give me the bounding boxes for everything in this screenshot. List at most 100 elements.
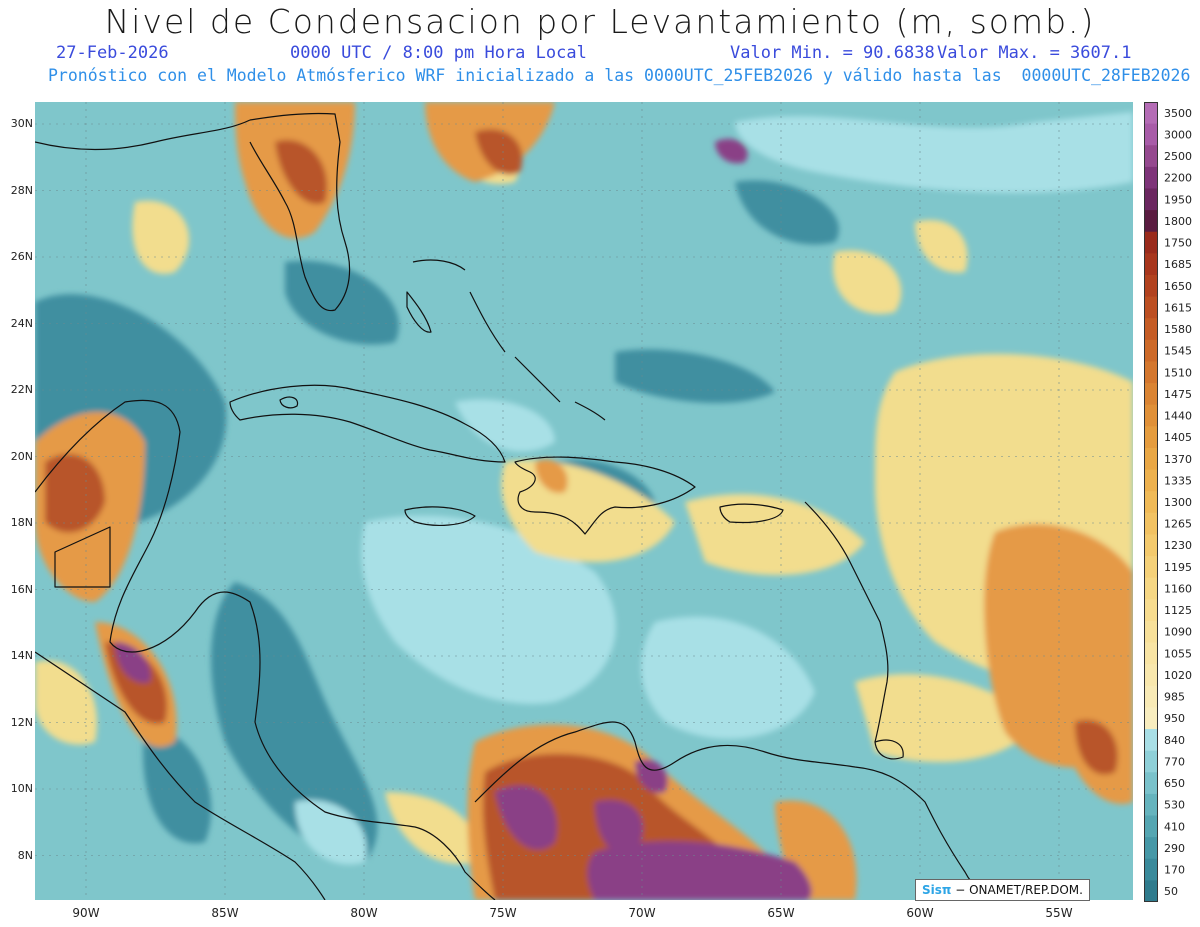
legend-label: 3500: [1164, 107, 1192, 120]
map-panel: [35, 102, 1133, 900]
legend-swatch: [1144, 512, 1158, 535]
legend-swatch: [1144, 404, 1158, 427]
light-cyan-zone: [735, 112, 1133, 193]
legend-label: 3000: [1164, 128, 1192, 141]
lat-tick-label: 20N: [10, 449, 33, 463]
lat-tick-label: 22N: [10, 383, 33, 396]
forecast-time: 0000 UTC / 8:00 pm Hora Local: [290, 43, 587, 63]
purple-zone: [587, 841, 812, 900]
coast-gulf: [35, 119, 251, 151]
legend-label: 1265: [1164, 518, 1192, 531]
footer-credit: Sisπ − ONAMET/REP.DOM.: [915, 879, 1090, 901]
legend-label: 1370: [1164, 453, 1192, 466]
yellow-zone: [915, 220, 968, 273]
lat-lon-grid: [35, 102, 1133, 900]
yellow-zone: [833, 250, 902, 314]
coast-hispaniola: [514, 456, 696, 535]
lcl-field: [35, 102, 1133, 900]
legend-swatch: [1144, 166, 1158, 189]
forecast-date: 27-Feb-2026: [56, 43, 169, 63]
legend-label: 985: [1164, 691, 1185, 704]
lon-tick-label: 60W: [906, 906, 934, 920]
deep-teal-zone: [211, 582, 378, 862]
legend-swatch: [1144, 685, 1158, 708]
purple-zone: [115, 642, 151, 683]
lon-tick-label: 85W: [211, 906, 239, 920]
legend-label: 1125: [1164, 604, 1192, 617]
brown-zone: [275, 140, 327, 204]
legend-label: 1510: [1164, 366, 1192, 379]
legend-label: 1475: [1164, 388, 1192, 401]
legend-label: 1950: [1164, 193, 1192, 206]
legend-label: 1300: [1164, 496, 1192, 509]
lat-tick-label: 8N: [17, 848, 33, 862]
lon-tick-label: 55W: [1045, 906, 1073, 920]
color-legend: 3500 3000 2500 2200 1950 1800 1750 1685 1650 1615…: [1144, 102, 1200, 903]
legend-swatch: [1144, 274, 1158, 298]
coast-belize-border: [54, 526, 111, 588]
legend-swatch: [1144, 837, 1158, 860]
legend-label: 1020: [1164, 669, 1192, 682]
legend-swatch: [1144, 361, 1158, 384]
coast-cuba: [229, 384, 506, 463]
coast-central-america: [35, 399, 496, 900]
yellow-zone: [855, 674, 1035, 762]
light-cyan-zone: [361, 515, 616, 704]
light-cyan-zone: [295, 800, 367, 865]
map-title: Nivel de Condensacion por Levantamiento …: [104, 2, 1096, 41]
coast-puerto-rico: [719, 503, 784, 524]
legend-bar: 3500 3000 2500 2200 1950 1800 1750 1685 1650 1615…: [1144, 102, 1192, 903]
legend-label: 1230: [1164, 539, 1192, 552]
legend-label: 410: [1164, 820, 1185, 833]
purple-zone: [635, 759, 668, 793]
lon-tick-label: 80W: [350, 906, 378, 920]
coast-pacific: [35, 651, 326, 900]
legend-swatch: [1144, 469, 1158, 492]
brown-zone: [1075, 720, 1118, 775]
brown-zone: [45, 454, 105, 533]
legend-swatch: [1144, 339, 1158, 362]
lat-tick-label: 14N: [10, 649, 33, 662]
legend-swatch: [1144, 491, 1158, 514]
legend-label: 1405: [1164, 431, 1192, 444]
legend-label: 1335: [1164, 474, 1192, 487]
legend-swatch: [1144, 210, 1158, 233]
legend-swatch: [1144, 620, 1158, 644]
coast-isla-juventud: [279, 396, 299, 409]
lon-tick-label: 75W: [489, 906, 517, 920]
lat-tick-label: 28N: [10, 183, 33, 197]
yellow-zone: [685, 494, 865, 576]
purple-zone: [595, 800, 643, 855]
coast-bahamas-andros: [406, 291, 432, 333]
forecast-description: Pronóstico con el Modelo Atmósferico WRF…: [48, 66, 1191, 85]
coast-bahamas-north: [412, 259, 466, 271]
legend-label: 1580: [1164, 323, 1192, 336]
legend-label: 1650: [1164, 280, 1192, 293]
legend-label: 840: [1164, 734, 1185, 747]
legend-label: 290: [1164, 842, 1185, 855]
legend-label: 2200: [1164, 172, 1192, 185]
lat-tick-label: 26N: [10, 250, 33, 263]
yellow-zone: [35, 660, 97, 745]
purple-zone: [495, 785, 557, 850]
orange-zone: [535, 459, 568, 493]
legend-label: 2500: [1164, 150, 1192, 163]
coastlines: [35, 112, 1016, 900]
coast-florida: [249, 112, 351, 312]
legend-frame: [1144, 102, 1158, 902]
legend-label: 1800: [1164, 215, 1192, 228]
deep-teal-zone: [615, 349, 775, 403]
legend-swatch: [1144, 577, 1158, 600]
sispi-logo: Sisπ: [922, 883, 952, 897]
coast-lesser-antilles: [804, 501, 889, 743]
lat-tick-label: 18N: [10, 516, 33, 529]
max-value: Valor Max. = 3607.1: [937, 43, 1132, 63]
legend-swatch: [1144, 231, 1158, 254]
legend-swatch: [1144, 642, 1158, 665]
legend-swatch: [1144, 426, 1158, 449]
deep-teal-zone: [735, 180, 839, 245]
lat-tick-label: 12N: [10, 715, 33, 729]
purple-zone: [715, 138, 748, 164]
legend-label: 50: [1164, 885, 1178, 898]
legend-label: 650: [1164, 777, 1185, 790]
